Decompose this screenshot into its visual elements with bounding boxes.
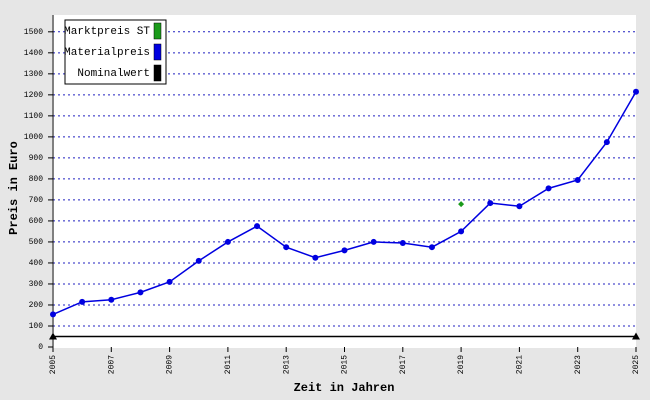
x-tick-label: 2019 — [457, 355, 466, 374]
point — [574, 176, 581, 183]
point — [632, 332, 640, 340]
point — [108, 296, 115, 303]
point — [254, 223, 261, 230]
legend-swatch — [153, 43, 162, 61]
point — [50, 311, 56, 318]
point — [487, 200, 494, 207]
x-tick-label: 2015 — [341, 355, 350, 374]
point — [312, 254, 319, 261]
point — [603, 139, 610, 146]
point — [545, 185, 552, 192]
point — [137, 289, 144, 296]
legend-label: Nominalwert — [77, 68, 150, 80]
legend-label: Marktpreis ST — [64, 26, 150, 38]
point — [428, 244, 435, 251]
y-tick-label: 1200 — [24, 91, 43, 100]
point — [458, 228, 465, 235]
x-tick-label: 2011 — [224, 355, 233, 374]
point — [79, 298, 86, 305]
point — [399, 239, 406, 246]
y-tick-label: 200 — [29, 301, 44, 310]
point — [49, 332, 57, 340]
legend-label: Materialpreis — [64, 47, 150, 59]
y-tick-label: 0 — [38, 343, 43, 352]
x-tick-label: 2007 — [107, 355, 116, 374]
y-tick-label: 300 — [29, 280, 44, 289]
y-axis-label: Preis in Euro — [7, 141, 21, 235]
point — [195, 257, 202, 264]
y-tick-label: 1100 — [24, 112, 43, 121]
point — [633, 88, 639, 95]
y-tick-label: 600 — [29, 217, 44, 226]
x-tick-label: 2017 — [399, 355, 408, 374]
y-tick-label: 700 — [29, 196, 44, 205]
y-tick-label: 500 — [29, 238, 44, 247]
y-tick-label: 1400 — [24, 49, 43, 58]
point — [166, 278, 173, 285]
point — [224, 238, 231, 245]
x-tick-label: 2025 — [632, 355, 641, 374]
x-tick-label: 2009 — [166, 355, 175, 374]
legend-box — [64, 19, 167, 85]
point — [341, 247, 348, 254]
y-tick-label: 1000 — [24, 133, 43, 142]
y-tick-label: 100 — [29, 322, 44, 331]
y-tick-label: 1300 — [24, 70, 43, 79]
point — [370, 238, 377, 245]
y-tick-label: 400 — [29, 259, 44, 268]
x-axis-label: Zeit in Jahren — [294, 381, 395, 395]
y-tick-label: 1500 — [24, 28, 43, 37]
point — [516, 203, 523, 210]
point — [283, 244, 290, 251]
point — [458, 201, 465, 208]
legend-swatch — [153, 22, 162, 40]
legend-swatch — [153, 64, 162, 82]
y-tick-label: 800 — [29, 175, 44, 184]
x-tick-label: 2021 — [516, 355, 525, 374]
x-tick-label: 2023 — [574, 355, 583, 374]
x-tick-label: 2005 — [49, 355, 58, 374]
x-tick-label: 2013 — [282, 355, 291, 374]
y-tick-label: 900 — [29, 154, 44, 163]
